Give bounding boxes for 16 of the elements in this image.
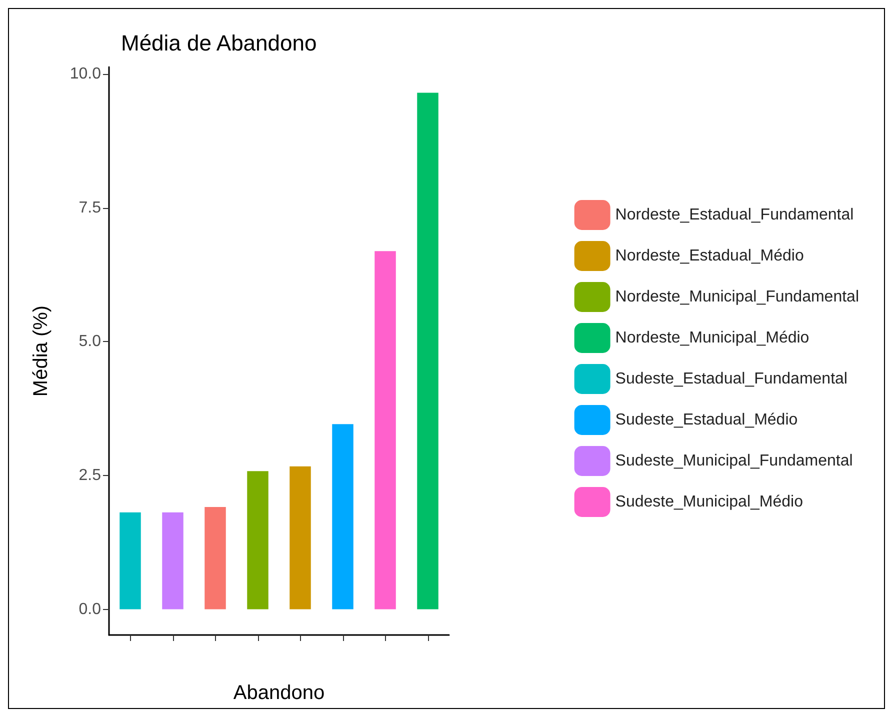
y-axis-title: Média (%): [30, 305, 52, 397]
legend-label: Nordeste_Estadual_Médio: [615, 248, 804, 264]
chart-title: Média de Abandono: [121, 30, 317, 56]
legend-label: Sudeste_Municipal_Fundamental: [615, 452, 853, 470]
legend-label: Nordeste_Municipal_Médio: [615, 330, 810, 346]
y-tick-label: 5.0: [78, 333, 102, 350]
y-tick-label: 7.5: [78, 199, 102, 216]
x-axis-title: Abandono: [233, 682, 325, 704]
legend-label: Sudeste_Estadual_Fundamental: [615, 370, 848, 388]
y-tick-label: 0.0: [78, 600, 102, 618]
legend-label: Sudeste_Estadual_Médio: [615, 412, 798, 428]
legend-label: Sudeste_Municipal_Médio: [615, 494, 804, 510]
y-tick-label: 2.5: [78, 466, 102, 484]
y-tick-label: 10.0: [70, 65, 102, 82]
legend-label: Nordeste_Municipal_Fundamental: [615, 288, 860, 306]
legend-label: Nordeste_Estadual_Fundamental: [615, 206, 854, 224]
